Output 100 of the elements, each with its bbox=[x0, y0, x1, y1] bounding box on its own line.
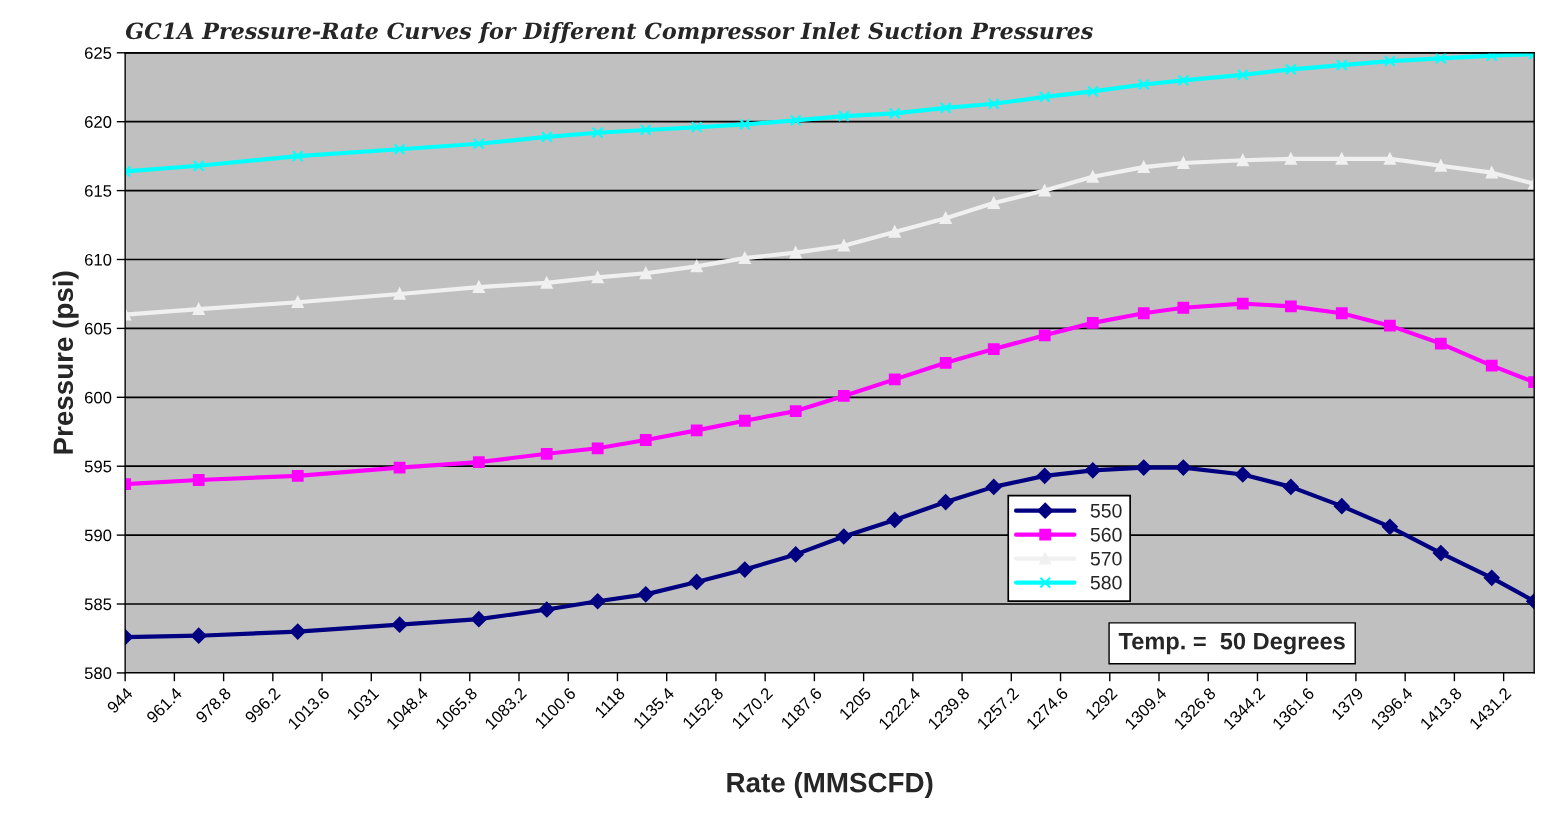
point bbox=[837, 110, 850, 123]
point bbox=[888, 373, 901, 386]
point bbox=[472, 456, 485, 468]
point bbox=[736, 561, 753, 578]
point bbox=[472, 137, 485, 150]
point bbox=[937, 494, 954, 510]
point bbox=[637, 586, 654, 603]
annotation: Temp. = 50 Degrees bbox=[1118, 632, 1345, 655]
y-tick-label: 610 bbox=[84, 253, 112, 266]
point bbox=[888, 107, 901, 120]
point bbox=[639, 124, 652, 136]
y-tick-label: 595 bbox=[84, 460, 112, 473]
point bbox=[789, 405, 802, 417]
point bbox=[886, 512, 903, 528]
y-tick-label: 585 bbox=[84, 598, 112, 611]
point bbox=[987, 197, 1000, 209]
y-tick-label: 580 bbox=[84, 667, 112, 680]
point bbox=[688, 574, 705, 590]
point bbox=[1038, 90, 1051, 103]
point bbox=[1335, 59, 1348, 72]
point bbox=[393, 288, 406, 300]
point bbox=[1485, 166, 1498, 179]
point bbox=[1335, 307, 1348, 320]
point bbox=[538, 601, 555, 618]
point bbox=[837, 239, 850, 252]
point bbox=[192, 159, 205, 172]
point bbox=[1432, 545, 1449, 561]
point bbox=[1434, 337, 1447, 350]
point bbox=[470, 611, 487, 628]
point bbox=[1086, 85, 1099, 98]
chart-title: GC1A Pressure-Rate Curves for Different Compressor Inlet Suction Pressures bbox=[125, 22, 1093, 44]
point bbox=[1137, 307, 1150, 320]
point bbox=[1383, 319, 1396, 332]
point bbox=[1282, 478, 1299, 495]
point bbox=[1175, 459, 1192, 476]
point bbox=[291, 296, 304, 309]
point bbox=[1177, 301, 1190, 314]
point bbox=[987, 97, 1000, 110]
y-axis-title: Pressure (psi) bbox=[52, 271, 79, 454]
point bbox=[1135, 459, 1152, 476]
point bbox=[1036, 467, 1053, 484]
point bbox=[888, 226, 901, 238]
x-axis-title: Rate (MMSCFD) bbox=[727, 772, 933, 798]
legend-label: 570 bbox=[1090, 551, 1122, 566]
point bbox=[1038, 184, 1051, 197]
point bbox=[391, 616, 408, 633]
point bbox=[1038, 329, 1051, 342]
point bbox=[540, 277, 553, 289]
point bbox=[690, 424, 703, 437]
point bbox=[690, 260, 703, 273]
point bbox=[1177, 74, 1190, 87]
point bbox=[192, 303, 205, 316]
point bbox=[738, 252, 751, 265]
point bbox=[1236, 297, 1249, 310]
point bbox=[939, 212, 952, 225]
y-tick-label: 615 bbox=[84, 185, 112, 197]
point bbox=[835, 528, 852, 545]
point bbox=[192, 474, 205, 486]
y-tick-label: 600 bbox=[84, 391, 112, 404]
point bbox=[1177, 157, 1190, 169]
point bbox=[190, 627, 207, 644]
y-tick-label: 590 bbox=[84, 529, 112, 542]
point bbox=[540, 130, 553, 143]
x-tick-label: 944 bbox=[106, 686, 134, 714]
y-tick-label: 620 bbox=[84, 116, 112, 128]
point bbox=[789, 246, 802, 259]
point bbox=[591, 442, 604, 455]
point bbox=[1236, 68, 1249, 81]
point bbox=[985, 478, 1002, 495]
point bbox=[1333, 498, 1350, 515]
point bbox=[1137, 78, 1150, 91]
point bbox=[1383, 153, 1396, 165]
point bbox=[939, 102, 952, 114]
point bbox=[591, 126, 604, 139]
point bbox=[1483, 569, 1500, 586]
point bbox=[789, 114, 802, 127]
point bbox=[837, 390, 850, 402]
point bbox=[1485, 359, 1498, 372]
point bbox=[1236, 154, 1249, 167]
point bbox=[738, 414, 751, 427]
point bbox=[1381, 518, 1398, 535]
point bbox=[1383, 55, 1396, 67]
point bbox=[939, 356, 952, 369]
point bbox=[393, 143, 406, 156]
point bbox=[1284, 153, 1297, 165]
point bbox=[1335, 153, 1348, 165]
point bbox=[639, 434, 652, 446]
y-tick-label: 605 bbox=[84, 322, 112, 335]
point bbox=[540, 447, 553, 460]
point bbox=[639, 267, 652, 280]
point bbox=[1234, 466, 1251, 483]
point bbox=[472, 281, 485, 293]
point bbox=[1086, 316, 1099, 329]
point bbox=[1434, 159, 1447, 172]
point bbox=[289, 623, 306, 640]
point bbox=[1086, 170, 1099, 183]
point bbox=[1434, 52, 1447, 65]
point bbox=[589, 593, 606, 610]
point bbox=[1284, 300, 1297, 313]
point bbox=[1284, 63, 1297, 76]
